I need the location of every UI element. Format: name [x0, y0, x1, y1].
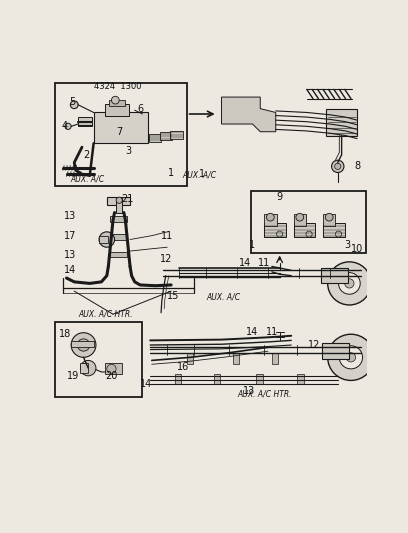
- Bar: [116, 197, 122, 213]
- Circle shape: [325, 213, 333, 221]
- Bar: [264, 223, 286, 237]
- Text: 1: 1: [199, 169, 205, 179]
- Text: 14: 14: [239, 259, 251, 269]
- Text: 10: 10: [351, 244, 363, 254]
- Bar: [71, 341, 94, 348]
- Circle shape: [65, 123, 71, 130]
- Text: 11: 11: [266, 327, 278, 337]
- Bar: [323, 223, 345, 237]
- Text: 9: 9: [277, 192, 283, 202]
- Bar: [171, 131, 183, 139]
- Bar: [78, 117, 92, 126]
- Text: 5: 5: [70, 98, 76, 108]
- Bar: [251, 191, 366, 253]
- Text: 7: 7: [116, 127, 122, 137]
- Bar: [294, 223, 315, 237]
- Text: 19: 19: [67, 371, 79, 381]
- Circle shape: [71, 333, 96, 357]
- Bar: [264, 214, 277, 227]
- Bar: [55, 322, 142, 398]
- Text: 18: 18: [59, 329, 71, 339]
- Bar: [175, 374, 181, 384]
- Text: 1: 1: [249, 240, 255, 250]
- Text: 4324  1300: 4324 1300: [93, 82, 141, 91]
- Bar: [105, 104, 129, 116]
- Text: 8: 8: [354, 161, 360, 172]
- Text: AUX. A/C HTR.: AUX. A/C HTR.: [78, 310, 133, 319]
- Bar: [149, 134, 161, 142]
- Text: AUX. A/C HTR.: AUX. A/C HTR.: [237, 390, 291, 399]
- Bar: [321, 268, 348, 284]
- Text: 13: 13: [242, 386, 255, 396]
- Text: 3: 3: [344, 240, 350, 250]
- Circle shape: [339, 346, 363, 369]
- Text: 4: 4: [62, 122, 68, 131]
- Bar: [80, 364, 88, 373]
- Text: 2: 2: [83, 150, 89, 160]
- Circle shape: [111, 96, 119, 104]
- Text: 1: 1: [168, 167, 174, 177]
- Text: 13: 13: [64, 212, 77, 221]
- Text: 6: 6: [137, 103, 143, 114]
- Text: 16: 16: [177, 361, 189, 372]
- Bar: [272, 353, 278, 364]
- Bar: [99, 236, 109, 244]
- Text: AUX. A/C: AUX. A/C: [206, 292, 240, 301]
- Text: 14: 14: [64, 265, 77, 276]
- Bar: [214, 374, 220, 384]
- Bar: [105, 364, 122, 374]
- Circle shape: [277, 231, 283, 237]
- Text: 11: 11: [258, 259, 270, 269]
- Circle shape: [99, 232, 115, 247]
- Bar: [160, 133, 172, 140]
- Circle shape: [346, 353, 356, 362]
- Bar: [110, 234, 127, 239]
- Text: 21: 21: [121, 193, 133, 204]
- Text: 20: 20: [105, 371, 118, 381]
- Bar: [256, 374, 263, 384]
- Bar: [107, 197, 130, 205]
- Bar: [326, 109, 357, 135]
- Circle shape: [107, 364, 116, 374]
- Bar: [322, 343, 349, 359]
- Text: AUX. A/C: AUX. A/C: [183, 171, 217, 180]
- Text: 13: 13: [64, 250, 77, 260]
- Text: 12: 12: [160, 254, 172, 264]
- Bar: [55, 83, 186, 185]
- Circle shape: [266, 213, 274, 221]
- Circle shape: [306, 231, 312, 237]
- Text: 12: 12: [308, 340, 321, 350]
- Circle shape: [70, 101, 78, 109]
- Circle shape: [296, 213, 304, 221]
- Text: 15: 15: [167, 290, 180, 301]
- Text: 17: 17: [64, 231, 77, 241]
- Circle shape: [328, 334, 374, 381]
- Circle shape: [335, 163, 341, 169]
- Bar: [186, 353, 193, 364]
- Text: AUX. A/C: AUX. A/C: [70, 174, 104, 183]
- Circle shape: [332, 160, 344, 173]
- Bar: [323, 214, 335, 227]
- Circle shape: [328, 262, 371, 305]
- Circle shape: [339, 273, 360, 294]
- Bar: [294, 214, 306, 227]
- Bar: [93, 112, 148, 143]
- Bar: [233, 353, 239, 364]
- Text: 3: 3: [125, 146, 131, 156]
- Bar: [297, 374, 304, 384]
- Text: 14: 14: [246, 327, 259, 337]
- Circle shape: [116, 197, 122, 203]
- Bar: [110, 216, 127, 222]
- Circle shape: [335, 231, 341, 237]
- Circle shape: [80, 360, 96, 376]
- Circle shape: [78, 339, 90, 351]
- Circle shape: [345, 279, 354, 288]
- Text: 14: 14: [140, 378, 152, 389]
- Bar: [110, 252, 127, 257]
- Text: 11: 11: [161, 231, 173, 241]
- Polygon shape: [222, 97, 276, 132]
- Bar: [109, 100, 124, 106]
